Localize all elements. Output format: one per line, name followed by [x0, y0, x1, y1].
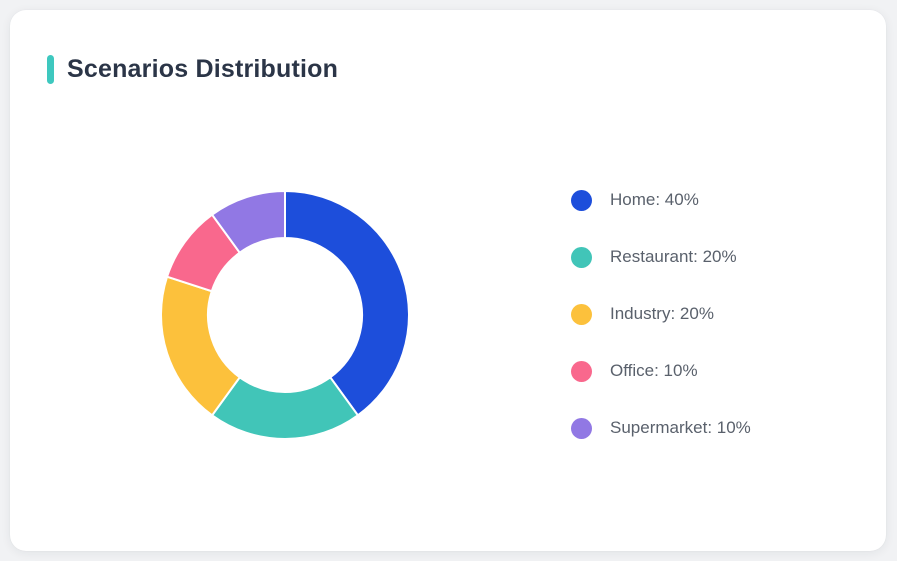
legend-dot-restaurant-icon: [571, 246, 592, 268]
page-title: Scenarios Distribution: [67, 55, 339, 83]
chart-legend: Home: 40% Restaurant: 20% Industry: 20% …: [571, 188, 751, 440]
legend-item-supermarket[interactable]: Supermarket: 10%: [571, 416, 751, 440]
legend-label: Industry: 20%: [610, 304, 714, 323]
title-accent-bar-icon: [47, 55, 54, 84]
legend-label: Restaurant: 20%: [610, 247, 737, 266]
legend-item-home[interactable]: Home: 40%: [571, 188, 751, 212]
donut-segment-home[interactable]: [284, 189, 410, 417]
legend-label: Home: 40%: [610, 190, 699, 209]
legend-item-office[interactable]: Office: 10%: [571, 359, 751, 383]
legend-dot-office-icon: [571, 360, 592, 382]
legend-item-restaurant[interactable]: Restaurant: 20%: [571, 245, 751, 269]
legend-label: Office: 10%: [610, 361, 698, 380]
donut-segment-supermarket[interactable]: [210, 189, 286, 255]
donut-chart: [160, 189, 410, 440]
legend-item-industry[interactable]: Industry: 20%: [571, 302, 751, 326]
donut-segment-industry[interactable]: [160, 275, 242, 417]
donut-chart-area: Home: 40% Restaurant: 20% Industry: 20% …: [10, 10, 886, 551]
legend-dot-supermarket-icon: [571, 417, 592, 439]
legend-dot-home-icon: [571, 189, 592, 211]
card-header: Scenarios Distribution: [47, 55, 338, 84]
legend-dot-industry-icon: [571, 303, 592, 325]
scenarios-distribution-card: Scenarios Distribution Home: 40% Restaur…: [10, 10, 886, 551]
legend-label: Supermarket: 10%: [610, 418, 751, 437]
